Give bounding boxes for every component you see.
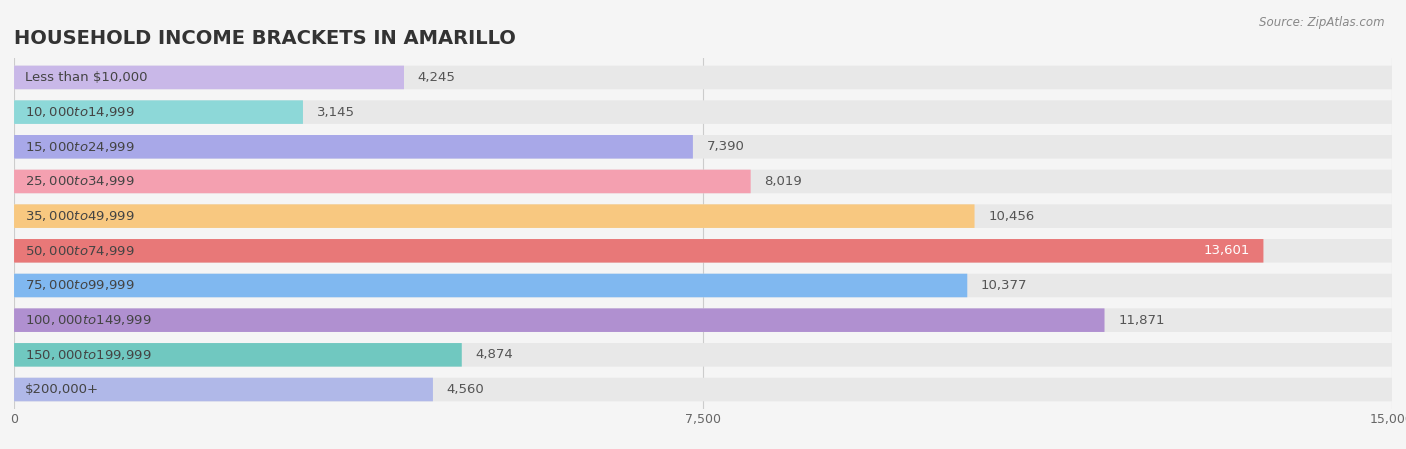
FancyBboxPatch shape <box>14 135 693 158</box>
FancyBboxPatch shape <box>14 204 1392 228</box>
FancyBboxPatch shape <box>14 308 1392 332</box>
FancyBboxPatch shape <box>14 308 1105 332</box>
Text: 4,560: 4,560 <box>447 383 485 396</box>
Text: $35,000 to $49,999: $35,000 to $49,999 <box>25 209 135 223</box>
Text: $10,000 to $14,999: $10,000 to $14,999 <box>25 105 135 119</box>
FancyBboxPatch shape <box>14 170 751 193</box>
Text: Less than $10,000: Less than $10,000 <box>25 71 148 84</box>
FancyBboxPatch shape <box>14 239 1264 263</box>
Text: 10,377: 10,377 <box>981 279 1028 292</box>
Text: $25,000 to $34,999: $25,000 to $34,999 <box>25 175 135 189</box>
Text: $150,000 to $199,999: $150,000 to $199,999 <box>25 348 152 362</box>
Text: 4,245: 4,245 <box>418 71 456 84</box>
Text: 8,019: 8,019 <box>765 175 803 188</box>
FancyBboxPatch shape <box>14 66 1392 89</box>
FancyBboxPatch shape <box>14 239 1392 263</box>
FancyBboxPatch shape <box>14 135 1392 158</box>
FancyBboxPatch shape <box>14 343 1392 367</box>
Text: 3,145: 3,145 <box>316 106 354 119</box>
FancyBboxPatch shape <box>14 274 967 297</box>
Text: 10,456: 10,456 <box>988 210 1035 223</box>
Text: $75,000 to $99,999: $75,000 to $99,999 <box>25 278 135 292</box>
FancyBboxPatch shape <box>14 100 302 124</box>
Text: 11,871: 11,871 <box>1118 314 1164 327</box>
Text: Source: ZipAtlas.com: Source: ZipAtlas.com <box>1260 16 1385 29</box>
FancyBboxPatch shape <box>14 204 974 228</box>
FancyBboxPatch shape <box>14 378 1392 401</box>
FancyBboxPatch shape <box>14 170 1392 193</box>
Text: $15,000 to $24,999: $15,000 to $24,999 <box>25 140 135 154</box>
FancyBboxPatch shape <box>14 100 1392 124</box>
Text: $50,000 to $74,999: $50,000 to $74,999 <box>25 244 135 258</box>
Text: 13,601: 13,601 <box>1204 244 1250 257</box>
FancyBboxPatch shape <box>14 378 433 401</box>
Text: $100,000 to $149,999: $100,000 to $149,999 <box>25 313 152 327</box>
Text: $200,000+: $200,000+ <box>25 383 98 396</box>
FancyBboxPatch shape <box>14 66 404 89</box>
Text: 7,390: 7,390 <box>707 140 745 153</box>
FancyBboxPatch shape <box>14 274 1392 297</box>
FancyBboxPatch shape <box>14 343 461 367</box>
Text: HOUSEHOLD INCOME BRACKETS IN AMARILLO: HOUSEHOLD INCOME BRACKETS IN AMARILLO <box>14 30 516 48</box>
Text: 4,874: 4,874 <box>475 348 513 361</box>
